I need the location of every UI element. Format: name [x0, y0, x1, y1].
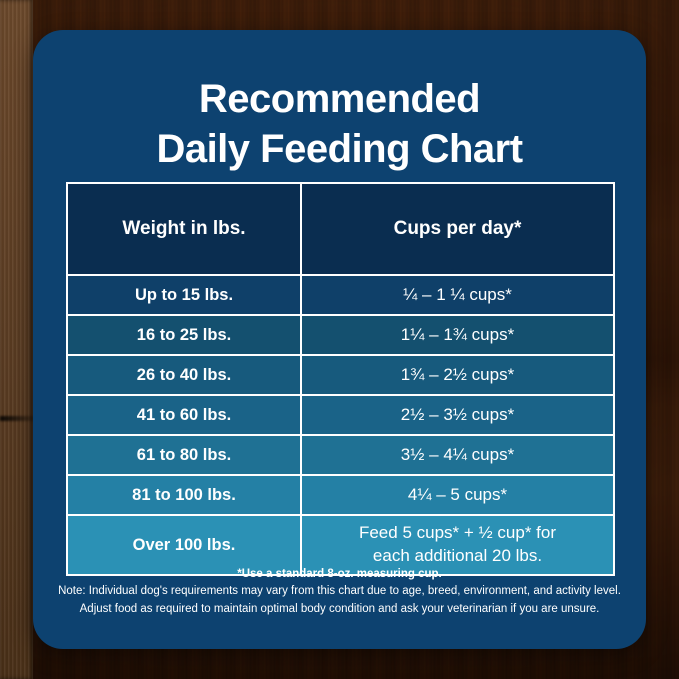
cell-cups: 3½ – 4¼ cups* [302, 436, 613, 476]
title-line-2: Daily Feeding Chart [156, 127, 523, 171]
cell-weight: Up to 15 lbs. [68, 276, 302, 316]
wood-plank-seam [0, 0, 33, 679]
cell-cups: Feed 5 cups* + ½ cup* for each additiona… [302, 516, 613, 574]
footnote-note-line-2: Adjust food as required to maintain opti… [79, 602, 600, 615]
title-line-1: Recommended [198, 77, 481, 121]
cell-weight: 61 to 80 lbs. [68, 436, 302, 476]
footnote-measuring-cup: *Use a standard 8-oz. measuring cup. [237, 568, 442, 580]
table-row: 41 to 60 lbs. 2½ – 3½ cups* [68, 396, 613, 436]
cell-weight: 26 to 40 lbs. [68, 356, 302, 396]
cell-weight: Over 100 lbs. [68, 516, 302, 574]
feeding-chart-table: Weight in lbs. Cups per day* Up to 15 lb… [66, 182, 615, 576]
cell-cups: 4¼ – 5 cups* [302, 476, 613, 516]
table-row: 81 to 100 lbs. 4¼ – 5 cups* [68, 476, 613, 516]
footnote-note-line-1: Note: Individual dog's requirements may … [58, 585, 621, 597]
cell-weight: 16 to 25 lbs. [68, 316, 302, 356]
page-title: Recommended Daily Feeding Chart [33, 74, 646, 174]
cell-weight: 81 to 100 lbs. [68, 476, 302, 516]
column-header-cups: Cups per day* [302, 184, 613, 276]
table-row: 61 to 80 lbs. 3½ – 4¼ cups* [68, 436, 613, 476]
cell-cups-line-2: each additional 20 lbs. [372, 546, 543, 565]
table-row: Up to 15 lbs. ¼ – 1 ¼ cups* [68, 276, 613, 316]
table-row: 16 to 25 lbs. 1¼ – 1¾ cups* [68, 316, 613, 356]
table-header-row: Weight in lbs. Cups per day* [68, 184, 613, 276]
cell-cups: 1¼ – 1¾ cups* [302, 316, 613, 356]
column-header-weight: Weight in lbs. [68, 184, 302, 276]
footnotes: *Use a standard 8-oz. measuring cup. Not… [33, 568, 646, 619]
cell-weight: 41 to 60 lbs. [68, 396, 302, 436]
table-body: Up to 15 lbs. ¼ – 1 ¼ cups* 16 to 25 lbs… [68, 276, 613, 574]
cell-cups: 2½ – 3½ cups* [302, 396, 613, 436]
table-row: 26 to 40 lbs. 1¾ – 2½ cups* [68, 356, 613, 396]
cell-cups-line-1: Feed 5 cups* + ½ cup* for [358, 523, 557, 543]
wood-grain-knot [0, 416, 36, 421]
feeding-chart-card: Recommended Daily Feeding Chart Weight i… [33, 30, 646, 649]
cell-cups: ¼ – 1 ¼ cups* [302, 276, 613, 316]
table-row: Over 100 lbs. Feed 5 cups* + ½ cup* for … [68, 516, 613, 574]
cell-cups: 1¾ – 2½ cups* [302, 356, 613, 396]
